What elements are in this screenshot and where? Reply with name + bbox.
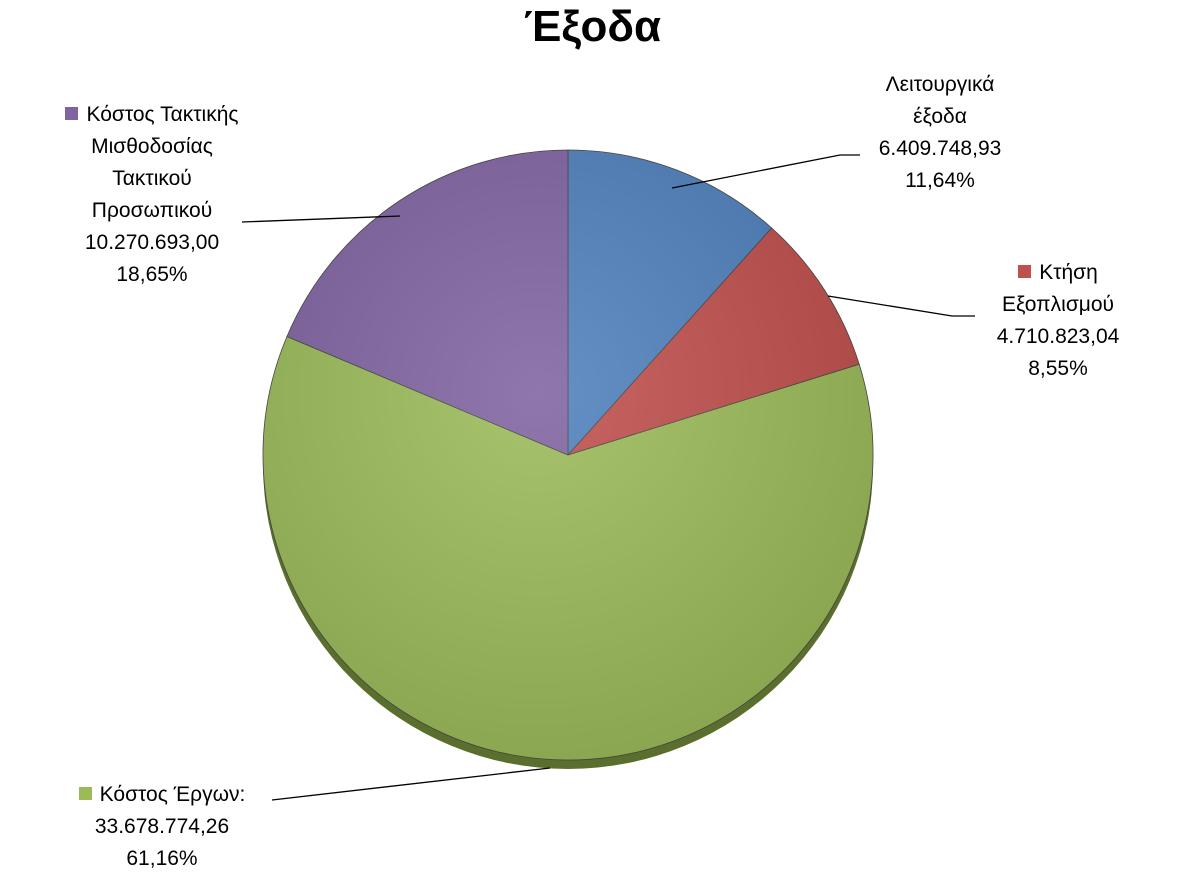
legend-key	[78, 787, 92, 800]
label-name-row: Κόστος Τακτικής Μισθοδοσίας Τακτικού Προ…	[52, 99, 252, 227]
data-label: Κόστος Τακτικής Μισθοδοσίας Τακτικού Προ…	[52, 99, 252, 291]
label-value: 4.710.823,04	[996, 325, 1120, 348]
data-label: Κτήση Εξοπλισμού 4.710.823,04 8,55%	[993, 257, 1123, 385]
legend-key	[1018, 265, 1032, 278]
legend-key	[65, 107, 79, 120]
leader-line	[671, 154, 860, 189]
label-name-row: Λειτουργικά έξοδα	[865, 69, 1015, 133]
label-value: 10.270.693,00	[84, 231, 220, 254]
label-value: 33.678.774,26	[94, 815, 230, 838]
leader-line	[827, 295, 975, 317]
data-label: Κόστος Έργων: 33.678.774,26 61,16%	[37, 779, 287, 875]
leader-line	[241, 215, 401, 223]
chart-title: Έξοδα	[523, 2, 662, 51]
label-percent: 11,64%	[905, 169, 975, 192]
label-name: Λειτουργικά έξοδα	[885, 73, 995, 128]
label-percent: 61,16%	[126, 847, 198, 870]
label-name: Κόστος Τακτικής Μισθοδοσίας Τακτικού Προ…	[86, 103, 239, 222]
data-label: Λειτουργικά έξοδα 6.409.748,93 11,64%	[865, 69, 1015, 197]
label-name: Κτήση Εξοπλισμού	[1001, 261, 1115, 316]
label-percent: 8,55%	[1028, 357, 1088, 380]
leader-line	[271, 767, 551, 801]
label-name-row: Κτήση Εξοπλισμού	[993, 257, 1123, 321]
label-name: Κόστος Έργων:	[99, 783, 246, 806]
label-name-row: Κόστος Έργων:	[37, 779, 287, 811]
label-percent: 18,65%	[116, 263, 188, 286]
label-value: 6.409.748,93	[878, 137, 1002, 160]
